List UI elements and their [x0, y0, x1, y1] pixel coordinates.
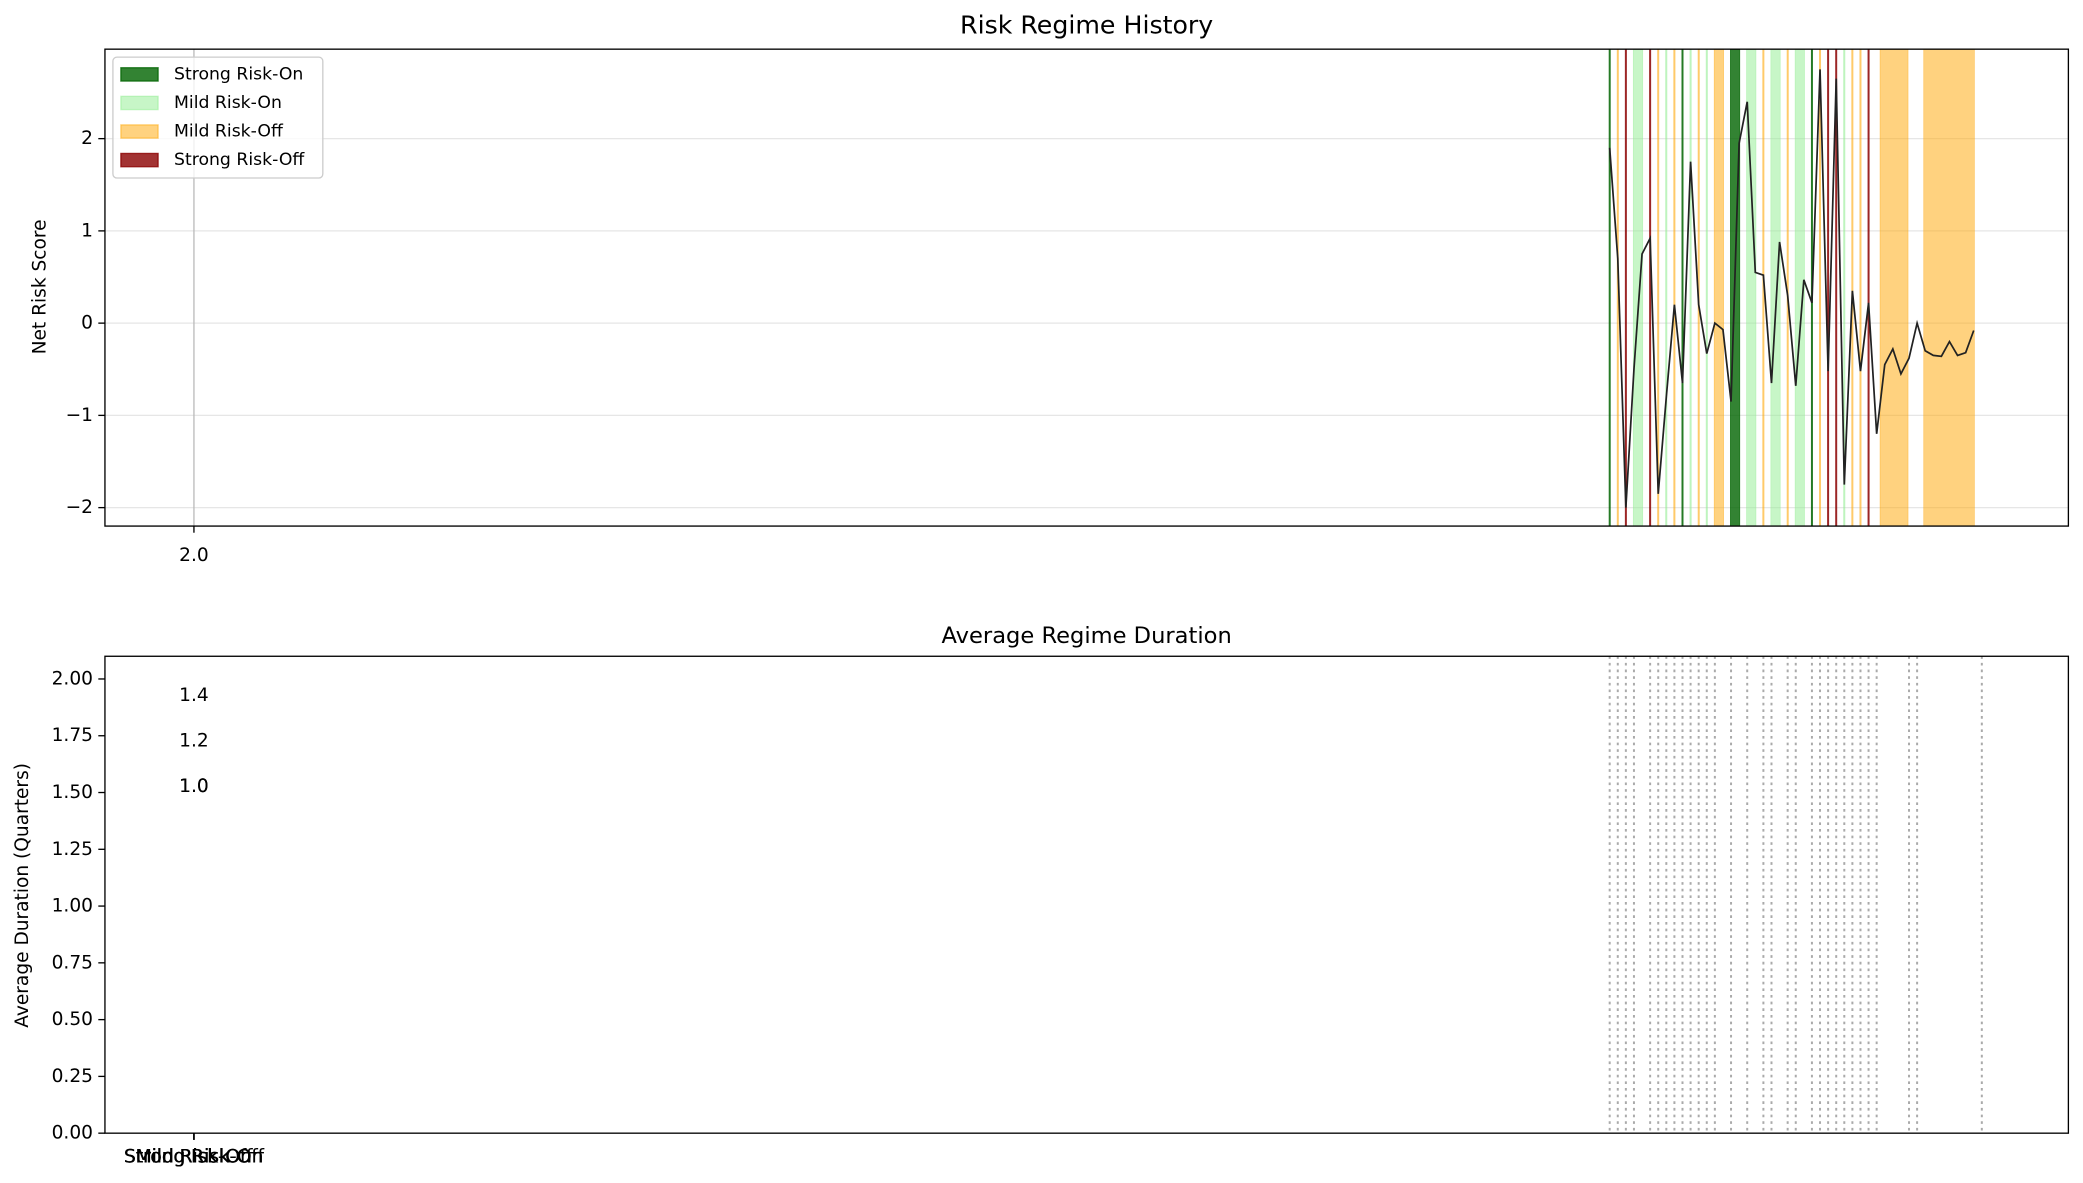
- y-tick-label: 1.50: [52, 782, 93, 803]
- regime-span: [1624, 48, 1627, 527]
- plot-frame: [104, 48, 2070, 527]
- regime-span: [1689, 48, 1692, 527]
- regime-span: [1673, 48, 1676, 527]
- y-axis-label: Average Duration (Quarters): [12, 763, 33, 1028]
- regime-span: [1649, 48, 1652, 527]
- regime-span: [1665, 48, 1668, 527]
- regime-span: [1879, 48, 1909, 527]
- legend-swatch: [120, 152, 159, 168]
- y-tick-label: 0.25: [52, 1066, 93, 1087]
- regime-span: [1608, 48, 1611, 527]
- value-label: 1.0: [179, 776, 209, 797]
- regime-span: [1827, 48, 1830, 527]
- y-tick-label: 2: [81, 128, 93, 149]
- chart-title: Average Regime Duration: [942, 623, 1232, 649]
- value-label: 1.4: [179, 685, 209, 706]
- y-tick-label: 0.75: [52, 952, 93, 973]
- regime-span: [1851, 48, 1854, 527]
- regime-span: [1819, 48, 1822, 527]
- y-tick-label: 1.00: [52, 896, 93, 917]
- legend-swatch: [120, 124, 159, 139]
- value-label: 1.2: [179, 731, 209, 752]
- legend-label: Mild Risk-On: [174, 93, 282, 113]
- y-tick-label: 0.00: [52, 1123, 93, 1144]
- y-tick-label: 1.75: [52, 725, 93, 746]
- legend-label: Strong Risk-Off: [174, 150, 305, 170]
- regime-span: [1713, 48, 1724, 527]
- score-line: [1608, 69, 1975, 508]
- legend-label: Strong Risk-On: [174, 64, 303, 84]
- x-tick-label: Strong Risk-On: [124, 1147, 263, 1168]
- legend-box: [112, 56, 324, 179]
- y-tick-label: 1.25: [52, 839, 93, 860]
- regime-span: [1681, 48, 1684, 527]
- regime-span: [1770, 48, 1781, 527]
- y-tick-label: −2: [66, 497, 93, 518]
- x-tick-label: 2.0: [179, 545, 209, 566]
- chart-title: Risk Regime History: [960, 11, 1213, 40]
- regime-span: [1632, 48, 1644, 527]
- y-tick-label: 0.50: [52, 1009, 93, 1030]
- x-tick-label: Mild Risk-Off: [135, 1147, 253, 1168]
- regime-span: [1923, 48, 1975, 527]
- y-tick-label: 0: [81, 313, 93, 334]
- plot-frame: [104, 655, 2070, 1134]
- y-tick-label: 2.00: [52, 668, 93, 689]
- y-tick-label: −1: [66, 405, 93, 426]
- legend-swatch: [120, 95, 159, 111]
- legend-swatch: [120, 67, 159, 82]
- y-tick-label: 1: [81, 220, 93, 241]
- regime-span: [1867, 48, 1870, 527]
- value-label: 1.0: [179, 776, 209, 797]
- x-tick-label: Strong Risk-Off: [124, 1147, 265, 1168]
- regime-span: [1705, 48, 1708, 527]
- regime-span: [1859, 48, 1862, 527]
- legend-label: Mild Risk-Off: [174, 122, 284, 142]
- y-axis-label: Net Risk Score: [29, 219, 50, 354]
- x-tick-label: Mild Risk-On: [136, 1147, 252, 1168]
